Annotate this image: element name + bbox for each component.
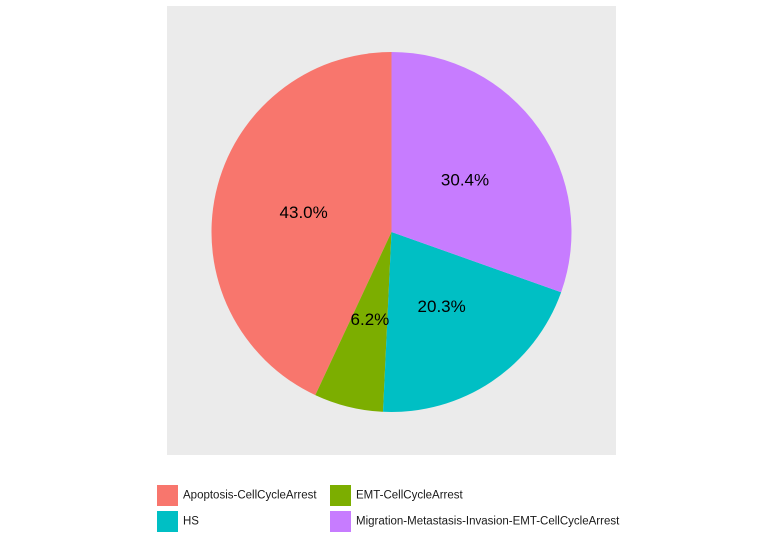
legend-label-migration-metastasis-invasion-emt-cellcyclearrest: Migration-Metastasis-Invasion-EMT-CellCy… <box>356 516 620 528</box>
legend-key-apoptosis-cellcyclearrest <box>157 485 178 506</box>
legend-label-hs: HS <box>183 516 199 528</box>
legend-key-emt-cellcyclearrest <box>330 485 351 506</box>
slice-label-apoptosis-cellcyclearrest: 43.0% <box>280 203 328 222</box>
pie-slice-emt-cellcyclearrest <box>315 232 392 412</box>
legend-key-hs <box>157 511 178 532</box>
legend-label-emt-cellcyclearrest: EMT-CellCycleArrest <box>356 490 464 502</box>
slice-label-migration-metastasis-invasion-emt-cellcyclearrest: 30.4% <box>441 171 489 190</box>
legend: Apoptosis-CellCycleArrest EMT-CellCycleAr… <box>157 485 620 532</box>
slice-label-hs: 20.3% <box>418 297 466 316</box>
legend-label-apoptosis-cellcyclearrest: Apoptosis-CellCycleArrest <box>183 490 317 502</box>
slice-label-emt-cellcyclearrest: 6.2% <box>351 310 390 329</box>
pie-slice-labels: 43.0% 6.2% 20.3% 30.4% <box>280 171 490 329</box>
pie-slice-migration-metastasis-invasion-emt-cellcyclearrest <box>391 52 572 293</box>
pie-slice-apoptosis-cellcyclearrest <box>211 52 392 396</box>
pie-slice-hs <box>383 232 562 413</box>
legend-key-migration-metastasis-invasion-emt-cellcyclearrest <box>330 511 351 532</box>
pie-slices <box>211 52 572 413</box>
